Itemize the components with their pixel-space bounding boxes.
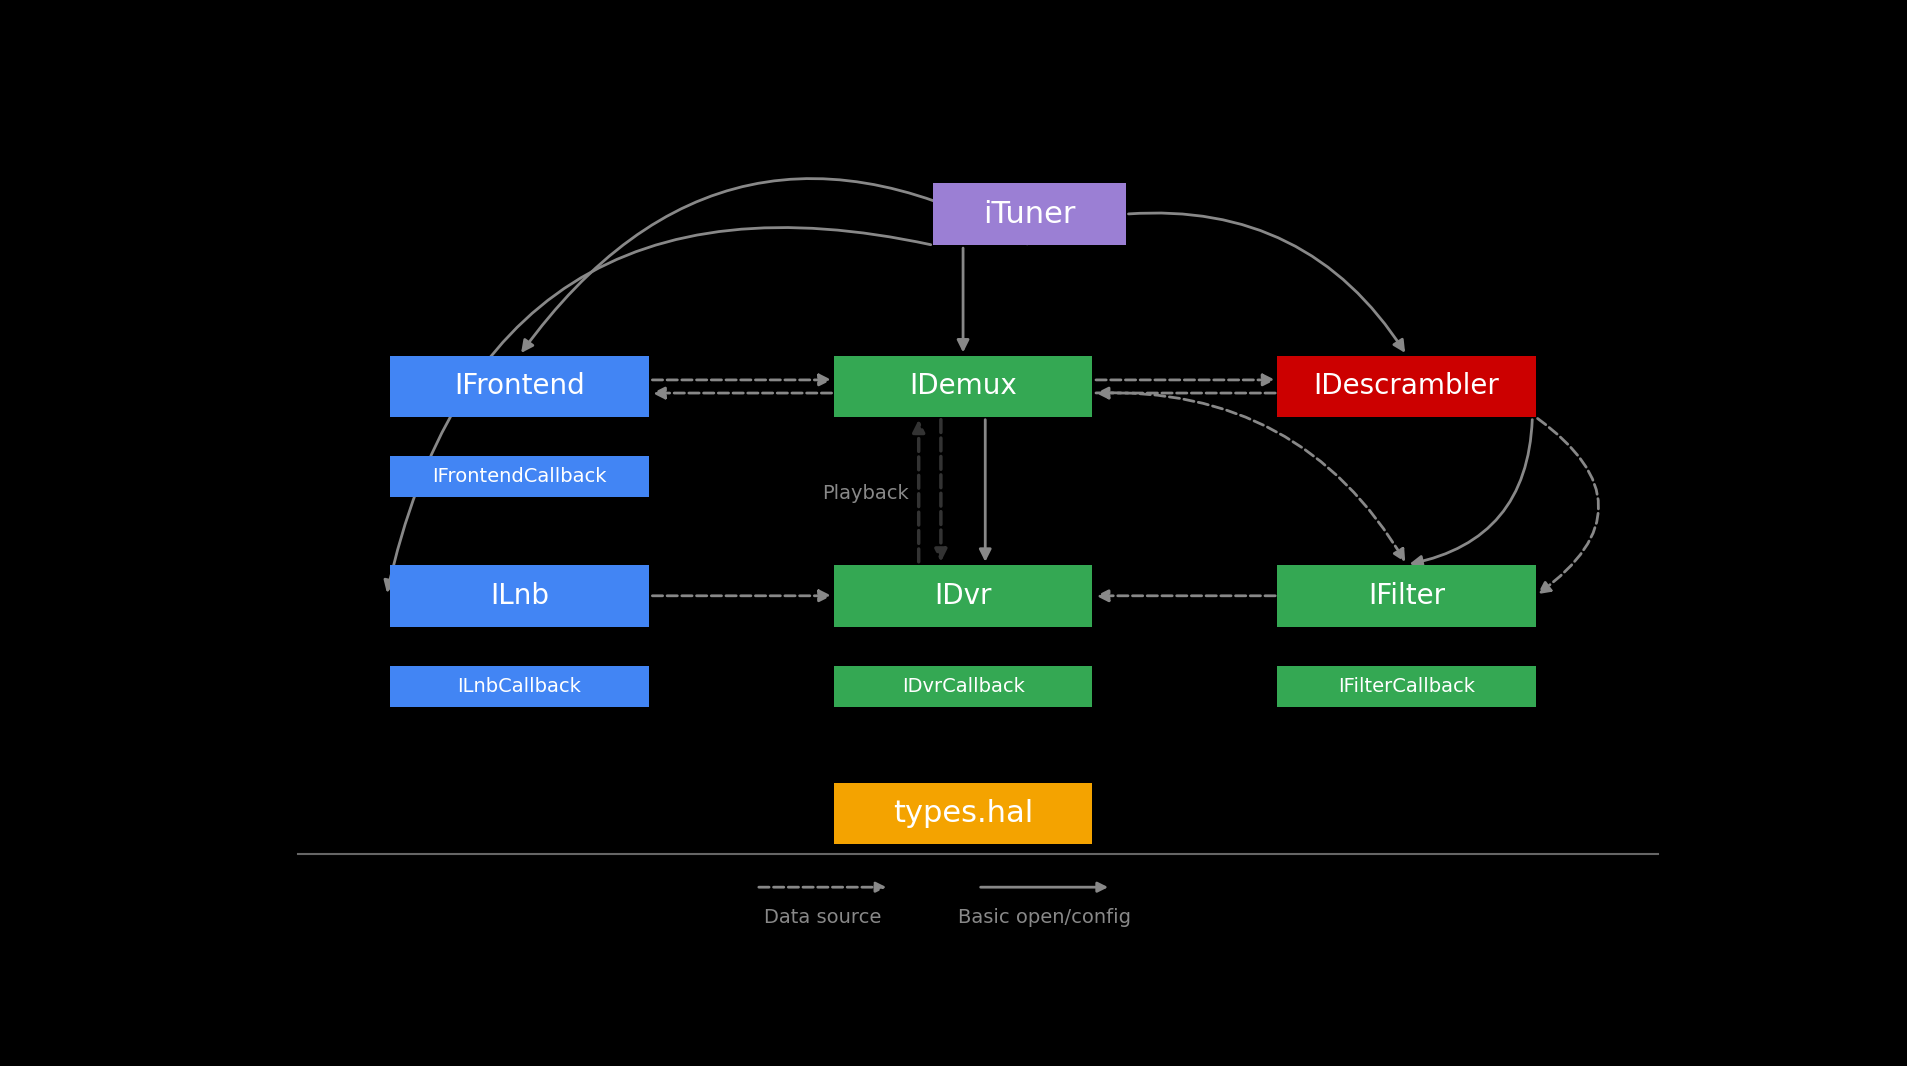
FancyBboxPatch shape (389, 456, 648, 497)
FancyBboxPatch shape (389, 565, 648, 627)
Text: IFrontend: IFrontend (454, 372, 585, 401)
Text: IDvr: IDvr (934, 582, 992, 610)
Text: IDemux: IDemux (910, 372, 1016, 401)
FancyBboxPatch shape (833, 665, 1093, 707)
Text: ILnb: ILnb (490, 582, 549, 610)
Text: IFrontendCallback: IFrontendCallback (433, 467, 606, 486)
Text: Data source: Data source (763, 908, 881, 926)
Text: types.hal: types.hal (892, 798, 1034, 828)
FancyBboxPatch shape (833, 782, 1093, 844)
Text: Playback: Playback (822, 484, 910, 503)
FancyBboxPatch shape (833, 356, 1093, 417)
Text: IFilter: IFilter (1367, 582, 1444, 610)
FancyBboxPatch shape (933, 183, 1125, 245)
FancyBboxPatch shape (1276, 665, 1535, 707)
FancyBboxPatch shape (833, 565, 1093, 627)
Text: Basic open/config: Basic open/config (957, 908, 1131, 926)
FancyBboxPatch shape (1276, 356, 1535, 417)
Text: IDvrCallback: IDvrCallback (902, 677, 1024, 696)
Text: IDescrambler: IDescrambler (1314, 372, 1499, 401)
Text: ILnbCallback: ILnbCallback (458, 677, 582, 696)
FancyBboxPatch shape (1276, 565, 1535, 627)
Text: IFilterCallback: IFilterCallback (1337, 677, 1474, 696)
FancyBboxPatch shape (389, 356, 648, 417)
FancyBboxPatch shape (389, 665, 648, 707)
Text: iTuner: iTuner (982, 199, 1076, 228)
